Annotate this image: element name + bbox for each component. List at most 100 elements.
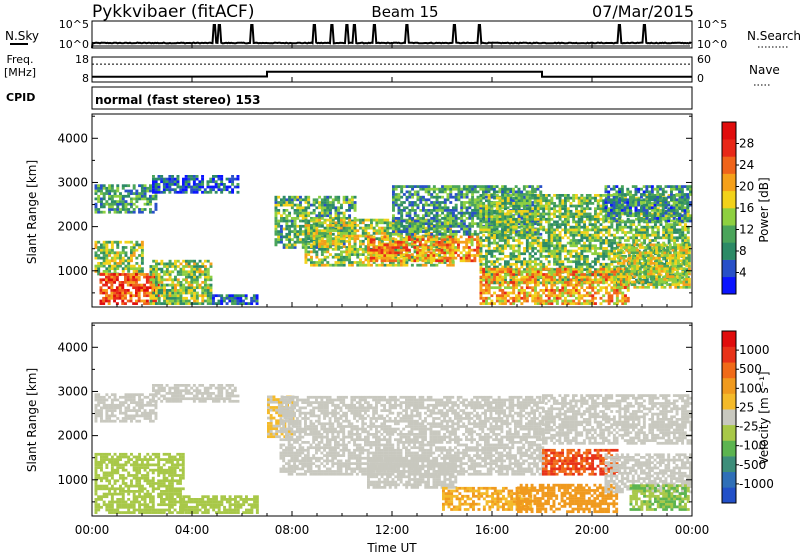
power-cell [97, 262, 100, 265]
power-cell [591, 215, 594, 218]
power-cell [414, 228, 417, 231]
power-cell [193, 289, 196, 292]
power-cell [362, 261, 365, 264]
power-cell [458, 188, 461, 191]
power-cell [430, 246, 433, 249]
power-cell [150, 284, 153, 287]
power-cell [608, 263, 611, 266]
power-cell [580, 226, 583, 229]
power-cell [386, 238, 389, 241]
power-cell [383, 236, 386, 239]
power-cell [337, 238, 340, 241]
power-cell [95, 211, 98, 214]
power-cell [345, 227, 348, 230]
power-cell [542, 244, 545, 247]
power-cell [643, 236, 646, 239]
power-cell [408, 257, 411, 260]
power-cell [201, 178, 204, 181]
power-cell [567, 258, 570, 261]
power-cell [460, 225, 463, 228]
power-cell [185, 300, 188, 303]
power-cell [389, 224, 392, 227]
power-cell [468, 259, 471, 262]
power-cell [405, 251, 408, 254]
power-cell [408, 214, 411, 217]
power-cell [550, 197, 553, 200]
power-cell [351, 237, 354, 240]
power-cell [354, 243, 357, 246]
power-cell [174, 263, 177, 266]
power-cell [392, 196, 395, 199]
power-cell [152, 191, 155, 194]
power-cell [288, 198, 291, 201]
power-cell [354, 196, 357, 199]
power-cell [444, 201, 447, 204]
power-cell [520, 217, 523, 220]
power-cell [245, 294, 248, 297]
power-cell [119, 289, 122, 292]
power-cell [460, 217, 463, 220]
power-cell [185, 273, 188, 276]
power-cell [329, 224, 332, 227]
power-cell [578, 260, 581, 263]
power-cell [564, 194, 567, 197]
power-cell [454, 246, 457, 249]
power-cell [665, 231, 668, 234]
power-cell [430, 222, 433, 225]
power-cell [518, 194, 521, 197]
power-cell [386, 229, 389, 232]
power-cell [367, 236, 370, 239]
power-cell [315, 201, 318, 204]
power-cell [428, 228, 431, 231]
power-cell [520, 191, 523, 194]
power-cell [583, 234, 586, 237]
power-cell [586, 244, 589, 247]
power-cell [589, 218, 592, 221]
power-cell [218, 175, 221, 178]
power-cell [141, 249, 144, 252]
power-cell [425, 264, 428, 267]
power-cell [586, 199, 589, 202]
power-cell [570, 202, 573, 205]
power-cell [207, 186, 210, 189]
power-cell [561, 250, 564, 253]
power-cell [501, 191, 504, 194]
power-cell [326, 206, 329, 209]
power-cell [441, 257, 444, 260]
power-cell [375, 221, 378, 224]
power-cell [223, 188, 226, 191]
power-cell [329, 245, 332, 248]
power-cell [496, 207, 499, 210]
power-cell [215, 180, 218, 183]
power-cell [670, 234, 673, 237]
power-cell [504, 276, 507, 279]
power-cell [174, 284, 177, 287]
power-cell [526, 236, 529, 239]
power-cell [559, 250, 562, 253]
power-cell [468, 198, 471, 201]
power-cell [340, 259, 343, 262]
power-cell [512, 221, 515, 224]
power-cell [384, 232, 387, 235]
power-cell [548, 202, 551, 205]
power-cell [108, 206, 111, 209]
power-cell [375, 264, 378, 267]
power-cell [114, 265, 117, 268]
power-cell [460, 241, 463, 244]
power-cell [329, 235, 332, 238]
power-cell [163, 278, 166, 281]
power-cell [130, 284, 133, 287]
power-cell [199, 286, 202, 289]
power-cell [228, 294, 231, 297]
power-cell [559, 194, 562, 197]
power-cell [138, 286, 141, 289]
power-cell [515, 223, 518, 226]
power-cell [130, 278, 133, 281]
power-cell [111, 244, 114, 247]
power-cell [572, 218, 575, 221]
power-cell [103, 184, 106, 187]
power-cell [600, 205, 603, 208]
power-cell [160, 286, 163, 289]
power-cell [594, 213, 597, 216]
power-cell [337, 209, 340, 212]
